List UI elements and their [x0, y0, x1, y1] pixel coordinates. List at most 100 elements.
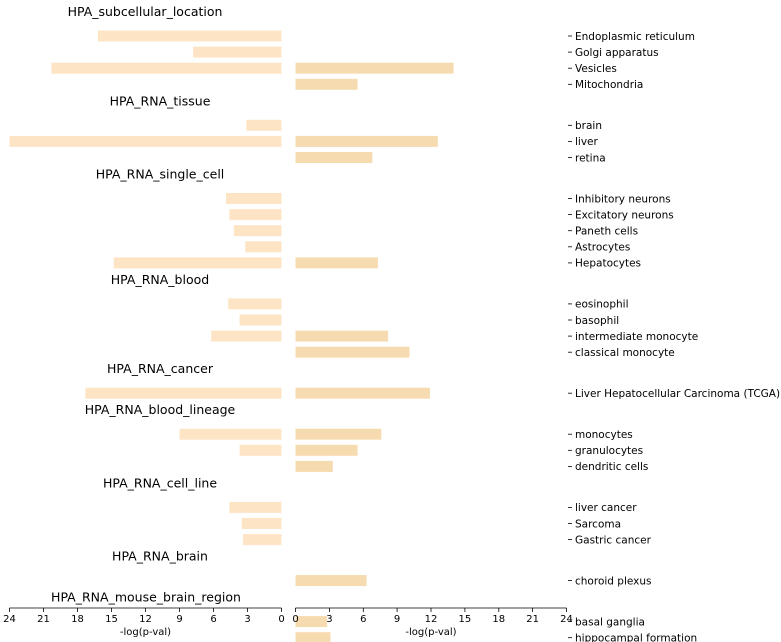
category-label: monocytes [575, 429, 633, 441]
left-bar [229, 501, 282, 513]
bar-row: Vesicles [51, 62, 617, 75]
bar-row: classical monocyte [295, 346, 675, 359]
bar-row: basophil [239, 314, 619, 327]
group-title: HPA_RNA_blood_lineage [85, 402, 236, 417]
bar-row: granulocytes [239, 444, 643, 457]
bar-row: monocytes [179, 428, 633, 441]
category-label: basophil [575, 315, 619, 327]
left-bar [239, 314, 282, 326]
tick-label: 6 [210, 614, 216, 625]
left-bar [193, 46, 282, 58]
left-bar [226, 193, 282, 204]
right-bar [295, 616, 328, 628]
right-bar [295, 428, 382, 440]
category-label: classical monocyte [575, 347, 675, 359]
tick-label: 15 [105, 614, 118, 625]
category-label: basal ganglia [575, 616, 645, 628]
bar-row: intermediate monocyte [211, 330, 698, 343]
bar-row: Endoplasmic reticulum [97, 30, 695, 43]
tick-label: 3 [326, 614, 332, 625]
tick-label: 12 [425, 614, 438, 625]
bar-row: Excitatory neurons [229, 209, 674, 221]
right-bar [295, 575, 367, 587]
group-title: HPA_RNA_mouse_brain_region [51, 590, 241, 605]
left-bar [246, 119, 282, 131]
tick-label: 24 [3, 614, 16, 625]
category-label: Excitatory neurons [575, 209, 674, 221]
left-bar [239, 444, 282, 456]
left-bar [51, 62, 282, 74]
left-bar [85, 387, 282, 399]
group-title: HPA_RNA_brain [112, 549, 208, 564]
group-2: HPA_RNA_single_cell Inhibitory neurons Exc… [96, 167, 674, 270]
left-bar [179, 428, 282, 440]
bar-row: hippocampal formation [295, 632, 697, 642]
group-title: HPA_subcellular_location [68, 4, 223, 19]
right-bar [295, 444, 358, 456]
x-axis-label: -log(p-val) [405, 627, 456, 638]
category-label: Liver Hepatocellular Carcinoma (TCGA) [575, 388, 780, 400]
group-0: HPA_subcellular_location Endoplasmic reti… [51, 4, 695, 91]
group-5: HPA_RNA_blood_lineage monocytes granulocyt… [85, 402, 649, 473]
category-label: Hepatocytes [575, 258, 641, 270]
bar-row: retina [295, 152, 606, 164]
bar-row: liver [9, 135, 599, 148]
x-axis-label: -log(p-val) [120, 627, 171, 638]
left-bar [9, 135, 282, 147]
group-4: HPA_RNA_cancer Liver Hepatocellular Carci… [85, 361, 780, 400]
tick-label: 0 [278, 614, 284, 625]
category-label: Astrocytes [575, 242, 630, 254]
right-bar [295, 460, 333, 472]
right-bar [295, 257, 378, 269]
right-bar [295, 78, 358, 90]
tick-label: 6 [360, 614, 366, 625]
group-title: HPA_RNA_tissue [110, 93, 211, 108]
left-x-axis: 24 21 18 15 12 9 6 3 0 -log(p-val) [3, 607, 285, 638]
bar-row: basal ganglia [295, 616, 645, 628]
right-x-axis: 0 3 6 9 12 15 18 21 24 -log(p-val) [292, 607, 573, 638]
bar-row: Inhibitory neurons [226, 193, 671, 205]
category-label: dendritic cells [575, 461, 648, 473]
bar-row: liver cancer [229, 501, 637, 514]
group-title: HPA_RNA_cell_line [103, 475, 217, 490]
bar-row: Mitochondria [295, 78, 643, 91]
bar-row: Liver Hepatocellular Carcinoma (TCGA) [85, 387, 780, 400]
tick-label: 18 [492, 614, 505, 625]
category-label: eosinophil [575, 299, 629, 311]
bar-row: Golgi apparatus [193, 46, 659, 59]
tick-label: 21 [526, 614, 539, 625]
category-label: Paneth cells [575, 226, 638, 238]
category-label: retina [575, 152, 606, 164]
bar-row: dendritic cells [295, 460, 648, 473]
right-bar [295, 632, 331, 642]
category-label: intermediate monocyte [575, 331, 698, 343]
left-bar [241, 518, 282, 529]
category-label: Endoplasmic reticulum [575, 31, 695, 43]
left-bar [245, 241, 282, 253]
right-bar [295, 152, 373, 163]
category-label: Golgi apparatus [575, 47, 659, 59]
tick-label: 12 [139, 614, 152, 625]
bar-row: brain [246, 119, 602, 132]
category-label: liver cancer [575, 502, 637, 514]
bar-row: Sarcoma [241, 518, 621, 530]
left-bar [228, 298, 282, 310]
category-label: Gastric cancer [575, 534, 652, 546]
tick-label: 24 [560, 614, 573, 625]
category-label: Vesicles [575, 63, 617, 75]
category-label: Sarcoma [575, 518, 621, 530]
tick-label: 3 [244, 614, 250, 625]
category-label: granulocytes [575, 445, 643, 457]
bar-row: Hepatocytes [113, 257, 641, 270]
right-bar [295, 135, 438, 147]
tick-label: 0 [292, 614, 298, 625]
left-bar [113, 257, 282, 269]
right-bar [295, 330, 389, 342]
group-title: HPA_RNA_cancer [107, 361, 214, 376]
category-label: liver [575, 136, 599, 148]
category-label: Mitochondria [575, 79, 643, 91]
